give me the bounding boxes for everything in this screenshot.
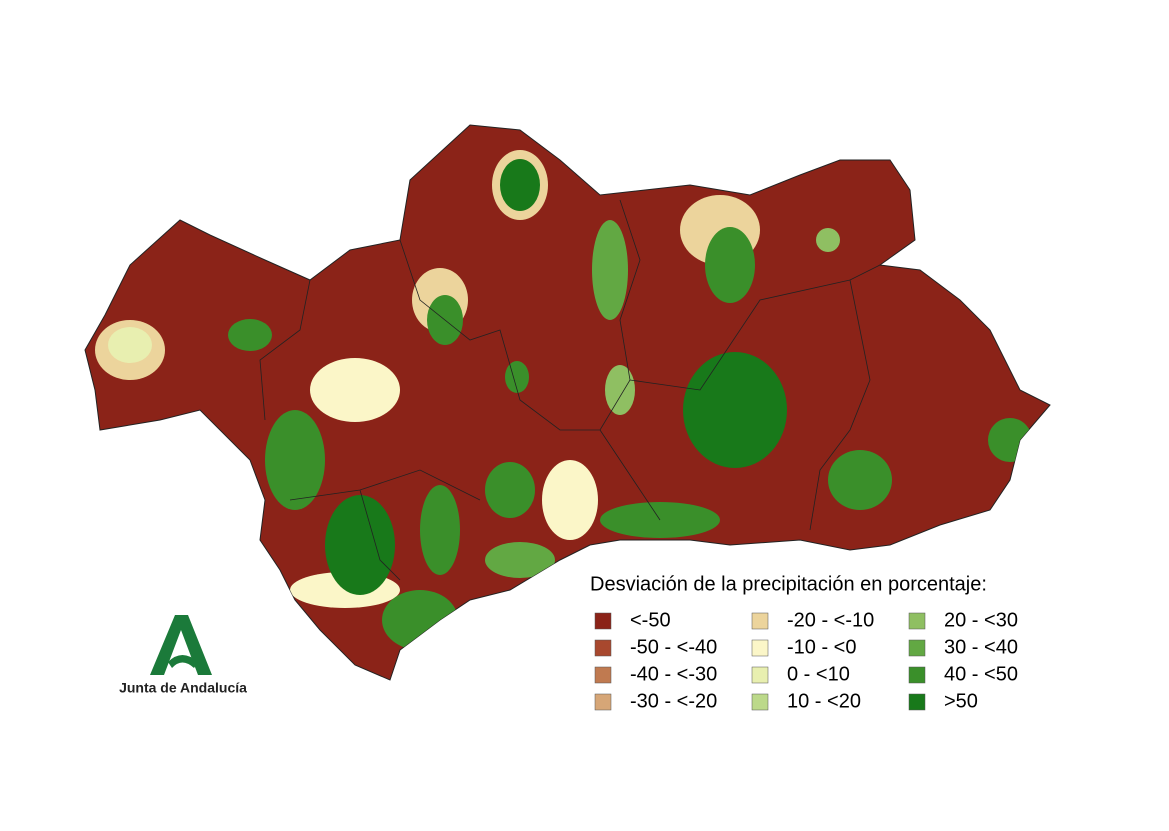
legend-swatch: [594, 693, 612, 711]
legend-label: 10 - <20: [787, 690, 861, 712]
legend-swatch: [594, 639, 612, 657]
legend-label: -50 - <-40: [630, 636, 717, 658]
legend-swatch: [751, 612, 769, 630]
legend: <-50 -50 - <-40 -40 - <-30 -30 - <-20 -20 - …: [594, 609, 1018, 712]
legend-swatch: [751, 666, 769, 684]
legend-label: 30 - <40: [944, 636, 1018, 658]
logo: Junta de Andalucía: [119, 615, 247, 696]
logo-text: Junta de Andalucía: [119, 680, 247, 696]
legend-label: <-50: [630, 609, 671, 631]
legend-label: -30 - <-20: [630, 690, 717, 712]
province-borders: [259, 199, 881, 581]
legend-label: 20 - <30: [944, 609, 1018, 631]
legend-swatch: [751, 693, 769, 711]
legend-label: 0 - <10: [787, 663, 850, 685]
region: [84, 124, 1051, 681]
map: [84, 124, 1051, 681]
legend-swatch: [751, 639, 769, 657]
legend-label: >50: [944, 690, 978, 712]
legend-swatch: [908, 693, 926, 711]
legend-label: -10 - <0: [787, 636, 856, 658]
legend-swatch: [908, 666, 926, 684]
legend-label: 40 - <50: [944, 663, 1018, 685]
legend-swatch: [908, 612, 926, 630]
legend-label: -40 - <-30: [630, 663, 717, 685]
legend-title: Desviación de la precipitación en porcen…: [590, 573, 987, 595]
legend-label: -20 - <-10: [787, 609, 874, 631]
legend-swatch: [594, 666, 612, 684]
legend-swatch: [594, 612, 612, 630]
legend-swatch: [908, 639, 926, 657]
anomaly-areas: [95, 150, 1032, 650]
